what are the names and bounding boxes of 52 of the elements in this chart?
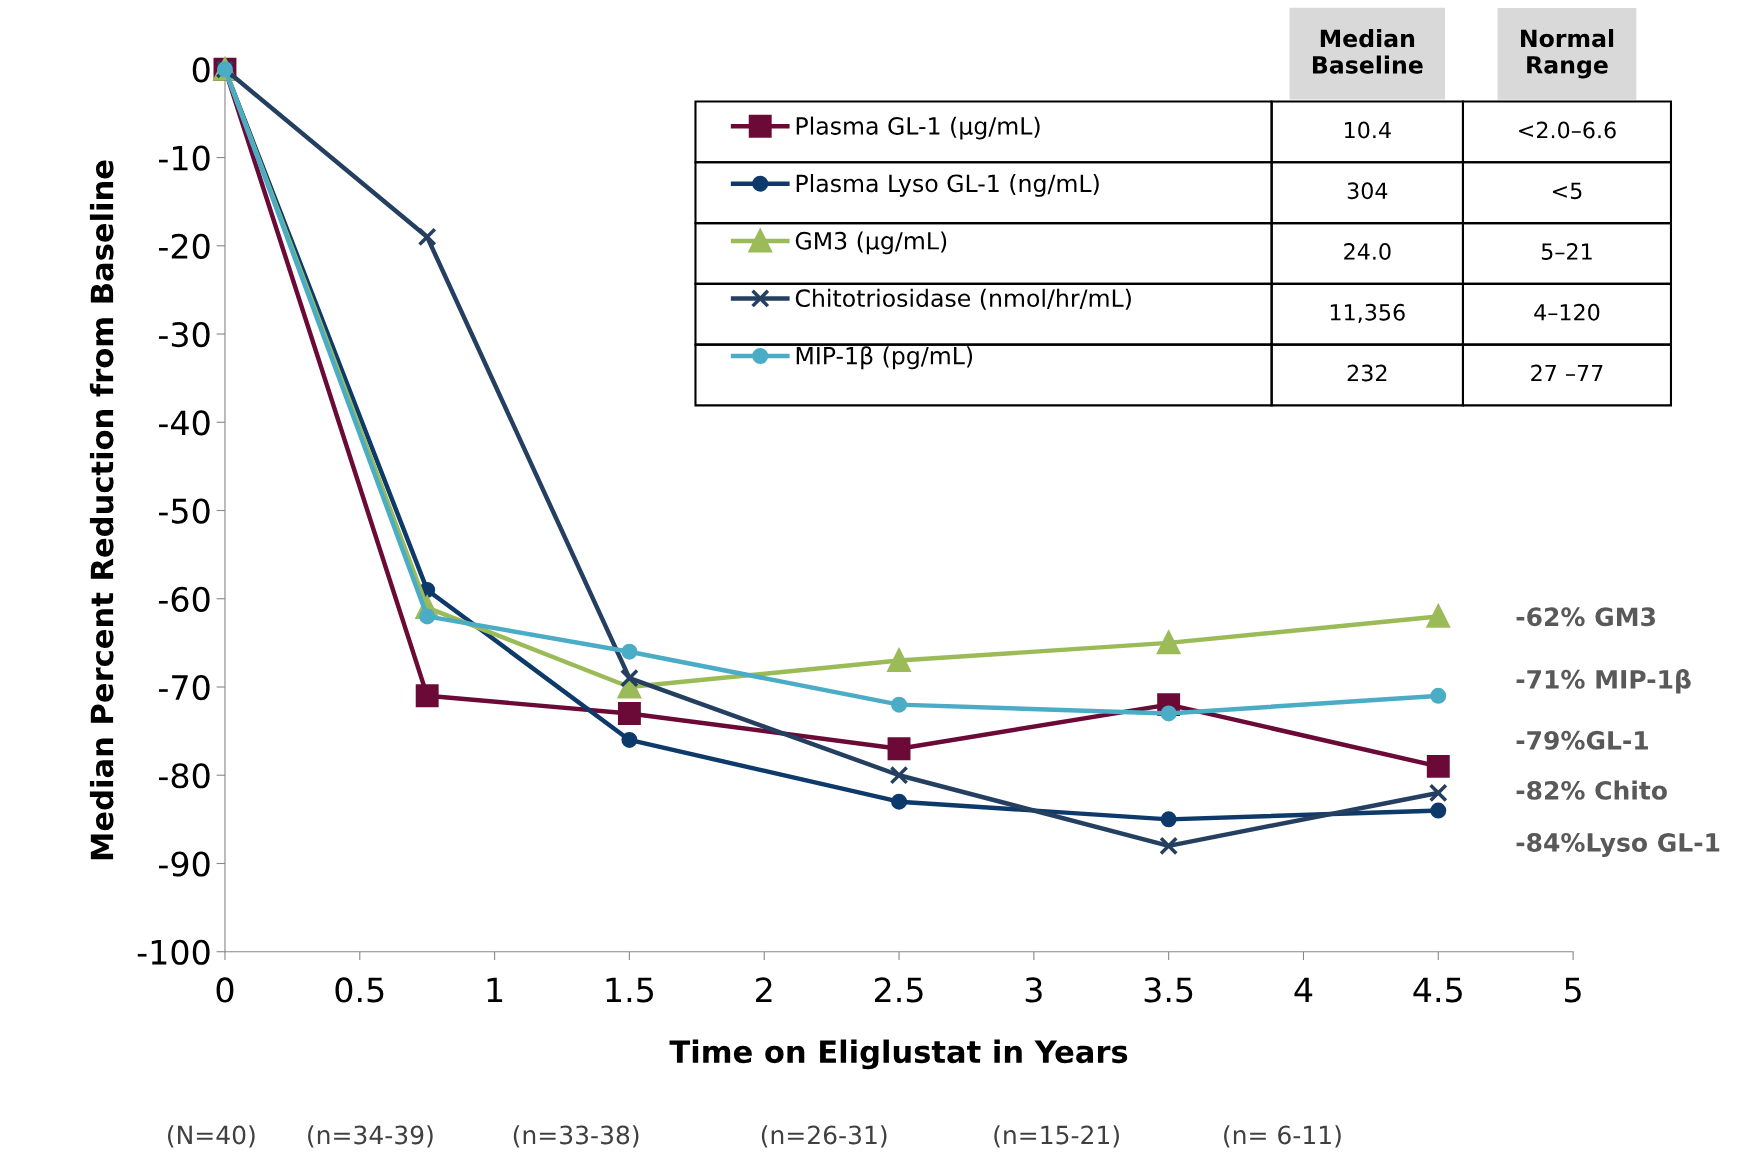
y-tick-label: -30: [158, 321, 210, 348]
y-tick-label: -70: [158, 674, 210, 701]
y-tick-label: -80: [158, 763, 210, 789]
annotation: 24.0: [1344, 243, 1391, 260]
legend-label: GM3 (µg/mL): [795, 231, 947, 255]
y-tick-label: 0: [192, 57, 210, 83]
text: (n=15-21): [994, 1125, 1119, 1148]
annotation: 5–21: [1541, 243, 1592, 260]
text: (n=34-39): [308, 1125, 433, 1148]
annotation: Normal Range: [1521, 28, 1614, 79]
x-tick-label: 0: [216, 977, 234, 1003]
annotation: <5: [1552, 182, 1582, 200]
y-tick-label: -90: [158, 851, 210, 877]
x-tick-label: 3: [1025, 977, 1042, 1003]
x-tick-label: 0.5: [335, 977, 384, 1003]
annotation: -79%GL-1: [1516, 730, 1648, 750]
text: (N=40): [167, 1125, 255, 1148]
legend-label: Plasma GL-1 (µg/mL): [796, 116, 1040, 140]
legend-label: Chitotriosidase (nmol/hr/mL): [795, 288, 1131, 310]
y-tick-label: -10: [158, 145, 210, 171]
x-tick-label: 2: [756, 977, 772, 1003]
text: (n=33-38): [513, 1125, 639, 1148]
x-axis-title: Time on Eliglustat in Years: [669, 1039, 1128, 1070]
x-tick-label: 3.5: [1144, 977, 1193, 1003]
annotation: 10.4: [1345, 121, 1391, 139]
annotation: 27 –77: [1531, 364, 1603, 382]
y-tick-label: -20: [158, 233, 210, 259]
y-axis-title: Median Percent Reduction from Baseline: [89, 160, 114, 860]
y-tick-label: -50: [158, 498, 210, 524]
y-tick-label: -100: [137, 939, 210, 965]
annotation: Median Baseline: [1312, 29, 1423, 74]
x-tick-label: 4.5: [1413, 977, 1462, 1003]
x-tick-label: 4: [1294, 977, 1313, 1003]
y-tick-label: -60: [158, 586, 210, 612]
annotation: -84%Lyso GL-1: [1516, 833, 1720, 857]
annotation: -62% GM3: [1516, 607, 1655, 627]
annotation: -82% Chito: [1516, 780, 1667, 800]
annotation: <2.0–6.6: [1519, 121, 1616, 139]
text: (n= 6-11): [1224, 1125, 1341, 1148]
annotation: 11,356: [1330, 303, 1405, 323]
y-tick-label: -40: [158, 410, 210, 436]
x-tick-label: 1.5: [606, 977, 653, 1003]
annotation: 304: [1347, 182, 1388, 200]
x-tick-label: 1: [487, 977, 503, 1003]
legend-label: MIP-1β (pg/mL): [796, 346, 973, 370]
annotation: -71% MIP-1β: [1516, 669, 1691, 694]
x-tick-label: 2.5: [874, 977, 923, 1003]
legend-label: Plasma Lyso GL-1 (ng/mL): [796, 174, 1099, 197]
annotation: 232: [1347, 364, 1387, 382]
annotation: 4–120: [1534, 303, 1600, 321]
x-tick-label: 5: [1565, 977, 1581, 1003]
text: (n=26-31): [761, 1125, 887, 1148]
